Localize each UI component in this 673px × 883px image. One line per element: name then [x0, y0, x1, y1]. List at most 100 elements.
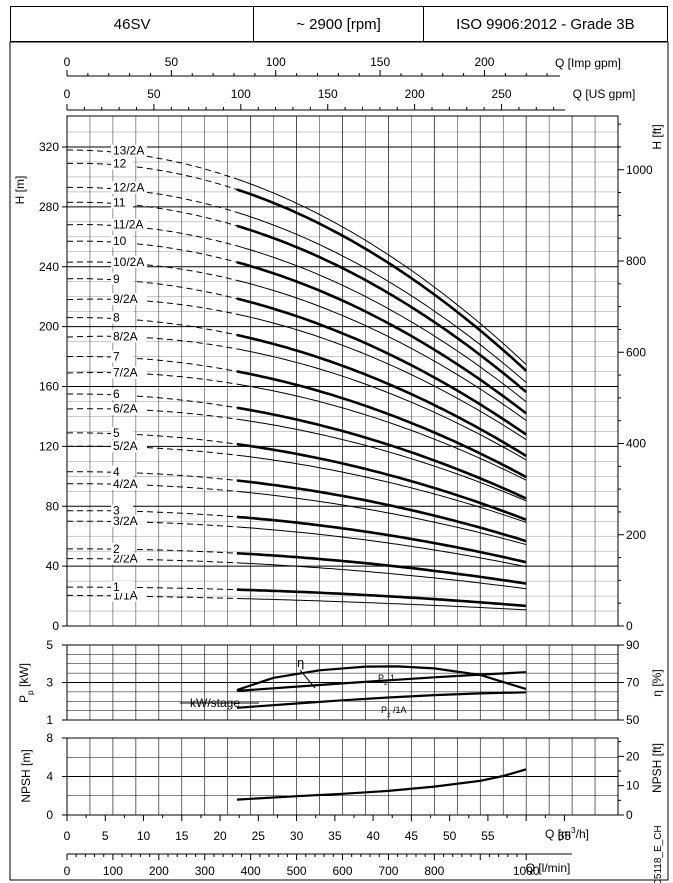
imp-gpm-tick-label: 0	[64, 55, 71, 69]
head-curve-label: 13/2A	[113, 143, 144, 157]
m3h-tick-label: 0	[64, 829, 71, 843]
h-ft-tick-label: 200	[626, 528, 646, 542]
m3h-tick-label: 10	[137, 829, 151, 843]
head-curve-label-bg	[111, 552, 147, 565]
npsh-m-tick-label: 0	[46, 808, 53, 822]
h-m-tick-label: 240	[39, 260, 59, 274]
head-curve-label-bg	[111, 366, 147, 379]
us-gpm-tick-label: 250	[492, 87, 512, 101]
lmin-tick-label: 300	[195, 864, 215, 878]
eta-tick-label: 90	[626, 638, 640, 652]
head-curve-label: 4/2A	[113, 477, 138, 491]
model-cell: 46SV	[11, 7, 255, 41]
head-curve-10/2A	[236, 279, 527, 421]
m3h-tick-label: 5	[102, 829, 109, 843]
lmin-tick-label: 1000	[513, 864, 540, 878]
head-curve-dashed-10/2A	[66, 261, 238, 281]
head-curve-dashed-13/2A	[67, 149, 238, 180]
efficiency-curve	[236, 665, 527, 692]
head-curve-label-bg	[111, 440, 147, 453]
imp-gpm-axis-title: Q [Imp gpm]	[555, 56, 621, 70]
head-curve-label: 6/2A	[113, 402, 138, 416]
head-curve-8/2A	[236, 348, 527, 461]
npsh-ft-tick-label: 20	[626, 749, 640, 763]
head-curve-label-bg	[111, 293, 147, 306]
h-m-tick-label: 120	[39, 439, 59, 453]
h-m-tick-label: 280	[39, 200, 59, 214]
head-curve-label: 9/2A	[113, 292, 138, 306]
eta-tick-label: 50	[626, 713, 640, 727]
head-curve-8	[236, 333, 527, 458]
head-curve-dashed-1	[67, 586, 237, 591]
npsh-ft-tick-label: 0	[626, 808, 633, 822]
imp-gpm-tick-label: 100	[266, 55, 286, 69]
h-m-tick-label: 40	[46, 559, 60, 573]
head-curve-dashed-6	[67, 393, 237, 409]
head-curve-label-bg	[111, 465, 133, 478]
standard-cell: ISO 9906:2012 - Grade 3B	[456, 15, 635, 33]
power-curve-p2-1	[236, 671, 527, 692]
head-curve-3	[236, 515, 527, 564]
m3h-tick-label: 30	[290, 829, 304, 843]
lmin-tick-label: 200	[149, 864, 169, 878]
head-curve-12	[236, 188, 528, 372]
m3h-tick-label: 35	[328, 829, 342, 843]
m3h-tick-label: 55	[481, 829, 495, 843]
head-curve-label-bg	[111, 515, 147, 528]
chart-header: 46SV ~ 2900 [rpm] ISO 9906:2012 - Grade …	[10, 6, 668, 42]
head-curve-dashed-11	[66, 201, 238, 227]
npsh-m-axis-title: NPSH [m]	[19, 749, 33, 802]
m3h-tick-label: 15	[175, 829, 189, 843]
head-curve-dashed-1/1A	[66, 594, 237, 599]
head-curve-5/2A	[236, 454, 527, 523]
head-curve-label: 6	[113, 387, 120, 401]
head-curve-label: 12	[113, 156, 127, 170]
footer-code: 05118_E_CH	[653, 825, 664, 883]
imp-gpm-tick-label: 200	[474, 55, 494, 69]
head-curve-label: 7	[113, 350, 120, 364]
head-curve-6/2A	[236, 418, 527, 502]
head-curve-dashed-12/2A	[67, 186, 238, 213]
head-curve-12/2A	[236, 211, 527, 383]
lmin-tick-label: 400	[241, 864, 261, 878]
npsh-ft-axis-title: NPSH [ft]	[650, 743, 664, 793]
head-curve-2	[236, 552, 527, 585]
h-m-tick-label: 200	[39, 320, 59, 334]
head-curve-dashed-2/2A	[67, 558, 237, 564]
head-curve-label-bg	[111, 181, 147, 194]
m3h-tick-label: 50	[443, 829, 457, 843]
head-curve-dashed-7	[66, 356, 237, 372]
head-curve-11/2A	[236, 245, 527, 403]
p-kw-axis-title: Pp [kW]	[17, 663, 35, 703]
p-kw-tick-label: 3	[46, 676, 53, 690]
head-curve-dashed-5	[67, 432, 237, 445]
eta-axis-title: η [%]	[650, 669, 664, 696]
head-curve-dashed-12	[66, 162, 238, 190]
head-curve-dashed-10	[66, 240, 238, 263]
head-curve-label-bg	[111, 157, 133, 170]
head-curve-label: 9	[113, 272, 120, 286]
head-curve-label: 4	[113, 465, 120, 479]
head-curve-label-bg	[111, 196, 133, 209]
head-curve-label-bg	[111, 272, 133, 285]
h-ft-tick-label: 600	[626, 345, 646, 359]
head-curve-label: 7/2A	[113, 366, 138, 380]
imp-gpm-tick-label: 150	[370, 55, 390, 69]
head-curve-label-bg	[111, 330, 147, 343]
head-curve-dashed-11/2A	[66, 224, 238, 247]
head-curve-2/2A	[236, 562, 527, 590]
npsh-m-tick-label: 8	[46, 731, 53, 745]
head-curve-dashed-9/2A	[66, 298, 238, 315]
lmin-tick-label: 800	[424, 864, 444, 878]
lmin-tick-label: 700	[378, 864, 398, 878]
h-ft-axis-title: H [ft]	[650, 124, 664, 149]
m3h-tick-label: 20	[213, 829, 227, 843]
head-curve-11	[236, 224, 528, 394]
power-curve-label-p2-1a: P2 /1A	[381, 705, 407, 719]
head-curve-label-bg	[111, 581, 133, 594]
h-ft-tick-label: 400	[626, 437, 646, 451]
power-curve-label-p2-1: P2 1	[378, 673, 395, 687]
head-curve-dashed-8	[67, 317, 238, 336]
head-curve-label: 8	[113, 311, 120, 325]
head-curve-label: 8/2A	[113, 329, 138, 343]
